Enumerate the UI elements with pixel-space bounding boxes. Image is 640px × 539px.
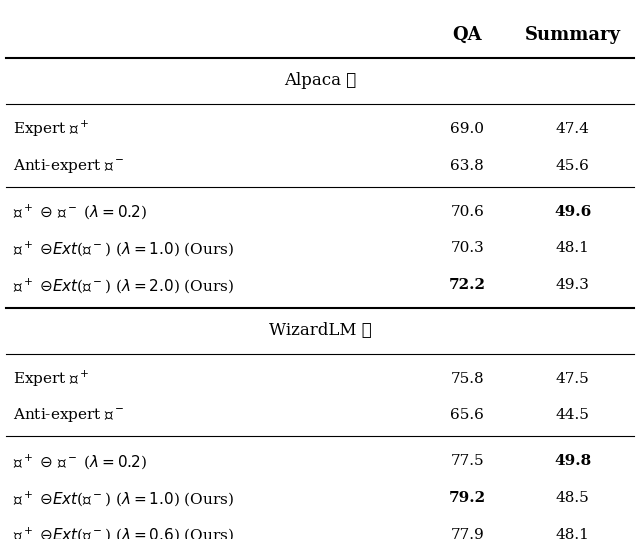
Text: 49.6: 49.6: [554, 205, 591, 219]
Text: 🦙$^+$ $\ominus$$Ext$(🦙$^-$) ($\lambda = 1.0$) (Ours): 🦙$^+$ $\ominus$$Ext$(🦙$^-$) ($\lambda = …: [13, 239, 234, 258]
Text: WizardLM 🧙: WizardLM 🧙: [269, 322, 371, 340]
Text: Summary: Summary: [525, 26, 621, 44]
Text: 75.8: 75.8: [451, 372, 484, 386]
Text: 48.1: 48.1: [556, 241, 589, 255]
Text: 69.0: 69.0: [450, 122, 484, 136]
Text: 🦙$^+$ $\ominus$ 🦙$^-$ ($\lambda = 0.2$): 🦙$^+$ $\ominus$ 🦙$^-$ ($\lambda = 0.2$): [13, 202, 147, 221]
Text: 🧙$^+$ $\ominus$$Ext$(🧙$^-$) ($\lambda = 0.6$) (Ours): 🧙$^+$ $\ominus$$Ext$(🧙$^-$) ($\lambda = …: [13, 526, 234, 539]
Text: 65.6: 65.6: [451, 409, 484, 423]
Text: 72.2: 72.2: [449, 278, 486, 292]
Text: 49.8: 49.8: [554, 454, 591, 468]
Text: QA: QA: [452, 26, 482, 44]
Text: 70.3: 70.3: [451, 241, 484, 255]
Text: 77.9: 77.9: [451, 528, 484, 539]
Text: Anti-expert 🧙$^-$: Anti-expert 🧙$^-$: [13, 406, 124, 424]
Text: 🦙$^+$ $\ominus$$Ext$(🦙$^-$) ($\lambda = 2.0$) (Ours): 🦙$^+$ $\ominus$$Ext$(🦙$^-$) ($\lambda = …: [13, 276, 234, 295]
Text: 77.5: 77.5: [451, 454, 484, 468]
Text: 49.3: 49.3: [556, 278, 589, 292]
Text: 70.6: 70.6: [451, 205, 484, 219]
Text: 47.5: 47.5: [556, 372, 589, 386]
Text: 45.6: 45.6: [556, 158, 589, 172]
Text: 48.5: 48.5: [556, 491, 589, 505]
Text: Expert 🧙$^+$: Expert 🧙$^+$: [13, 369, 89, 389]
Text: 🧙$^+$ $\ominus$$Ext$(🧙$^-$) ($\lambda = 1.0$) (Ours): 🧙$^+$ $\ominus$$Ext$(🧙$^-$) ($\lambda = …: [13, 489, 234, 508]
Text: 79.2: 79.2: [449, 491, 486, 505]
Text: 63.8: 63.8: [451, 158, 484, 172]
Text: Alpaca 🦙: Alpaca 🦙: [284, 72, 356, 89]
Text: 🧙$^+$ $\ominus$ 🧙$^-$ ($\lambda = 0.2$): 🧙$^+$ $\ominus$ 🧙$^-$ ($\lambda = 0.2$): [13, 452, 147, 471]
Text: 47.4: 47.4: [556, 122, 589, 136]
Text: Expert 🦙$^+$: Expert 🦙$^+$: [13, 119, 89, 139]
Text: Anti-expert 🦙$^-$: Anti-expert 🦙$^-$: [13, 157, 124, 175]
Text: 44.5: 44.5: [556, 409, 589, 423]
Text: 48.1: 48.1: [556, 528, 589, 539]
